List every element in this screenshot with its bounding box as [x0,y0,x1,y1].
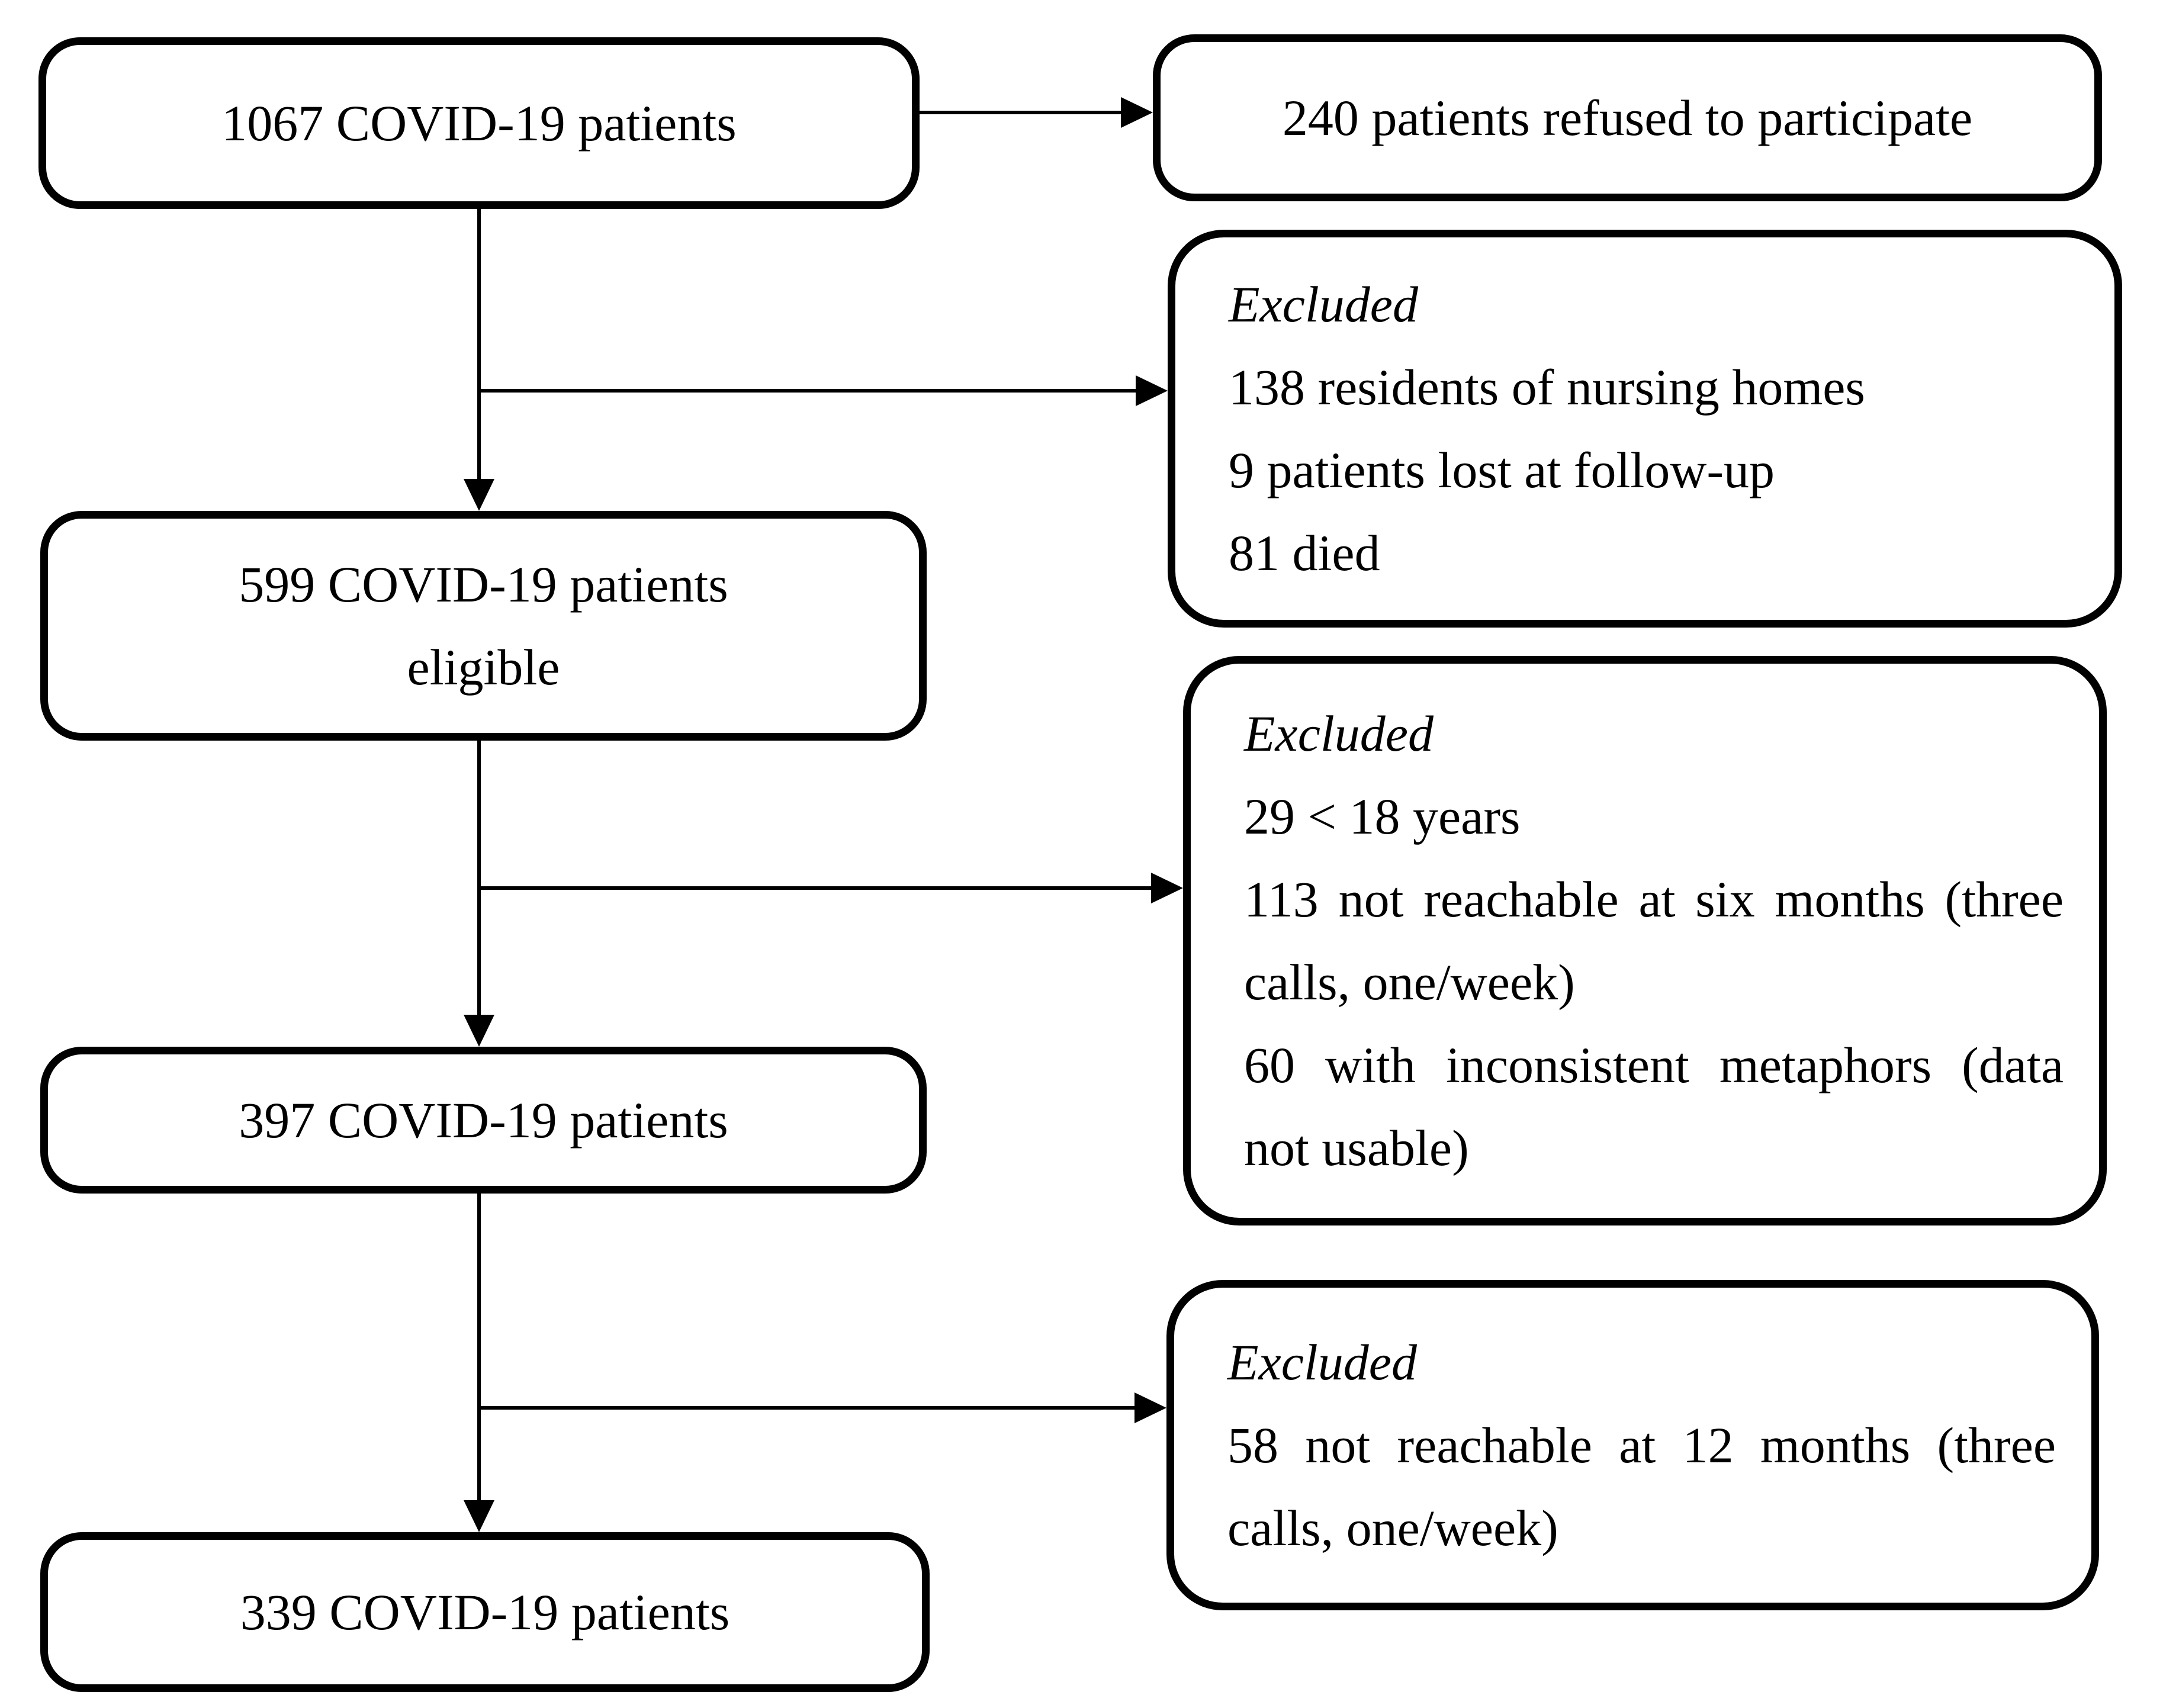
connector-branch-to-excluded2 [479,886,1152,890]
arrowhead-down-icon [464,1500,494,1532]
box-line: 81 died [1229,525,1380,581]
arrowhead-right-icon [1151,873,1183,903]
box-text: 339 COVID-19 patients [240,1584,730,1641]
box-line: Excluded [1229,276,1418,333]
box-line: 113 not reachable at six months (three [1244,871,2064,928]
connector-enrolled-to-eligible [477,209,481,481]
box-covid-patients-339: 339 COVID-19 patients [40,1532,930,1692]
arrowhead-down-icon [464,479,494,511]
box-line: 58 not reachable at 12 months (three [1227,1417,2056,1474]
box-line: not usable) [1244,1120,1469,1176]
box-covid-patients-397: 397 COVID-19 patients [40,1047,927,1194]
box-line: 60 with inconsistent metaphors (data [1244,1037,2064,1093]
box-line: eligible [407,639,560,696]
box-text: 240 patients refused to participate [1282,89,1973,146]
arrowhead-right-icon [1134,1392,1166,1423]
box-line: 29 < 18 years [1244,788,1521,845]
box-line: Excluded [1244,705,1434,762]
box-excluded-stage1: Excluded 138 residents of nursing homes 9 … [1168,230,2122,628]
connector-enrolled-to-refused [920,111,1122,114]
arrowhead-right-icon [1136,375,1168,406]
box-line: calls, one/week) [1244,954,1575,1011]
box-line: 9 patients lost at follow-up [1229,442,1775,498]
connector-branch-to-excluded1 [479,389,1137,393]
box-line: calls, one/week) [1227,1500,1558,1556]
box-covid-patients-1067: 1067 COVID-19 patients [38,37,920,209]
box-text: 397 COVID-19 patients [239,1092,728,1149]
box-line: 138 residents of nursing homes [1229,359,1865,416]
arrowhead-right-icon [1121,97,1153,128]
box-excluded-stage3: Excluded 58 not reachable at 12 months (t… [1166,1280,2099,1610]
box-eligible-599: 599 COVID-19 patients eligible [40,511,927,741]
box-refused-240: 240 patients refused to participate [1153,34,2102,201]
connector-eligible-to-397 [477,741,481,1017]
box-text: 1067 COVID-19 patients [221,95,737,152]
box-line: Excluded [1227,1334,1417,1391]
box-excluded-stage2: Excluded 29 < 18 years 113 not reachable a… [1183,656,2107,1225]
connector-397-to-339 [477,1194,481,1501]
connector-branch-to-excluded3 [479,1406,1136,1410]
arrowhead-down-icon [464,1015,494,1047]
box-line: 599 COVID-19 patients [239,556,728,613]
